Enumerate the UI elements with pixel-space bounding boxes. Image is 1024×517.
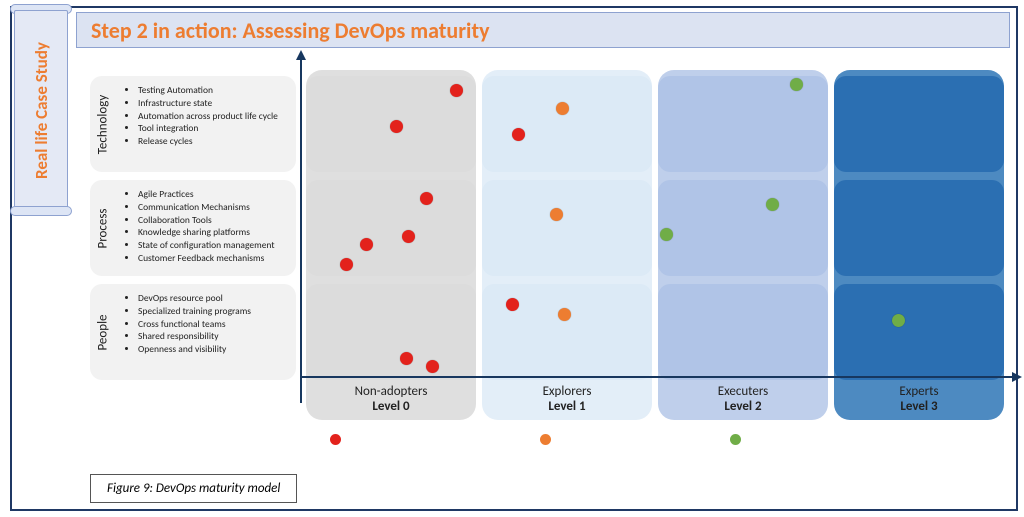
row-bullet: Agile Practices: [138, 188, 275, 201]
row-bullet: Infrastructure state: [138, 97, 278, 110]
row-bullet: Cross functional teams: [138, 318, 251, 331]
row-label: Process: [90, 180, 116, 276]
level-name: Non-adopters: [306, 384, 476, 399]
case-study-tab-text: Real life Case Study: [31, 42, 52, 179]
row-label: People: [90, 284, 116, 380]
level-label-l0: Non-adoptersLevel 0: [306, 384, 476, 414]
row-bullets: Testing AutomationInfrastructure stateAu…: [116, 76, 284, 172]
legend-dot: [730, 434, 741, 445]
row-bullet: Shared responsibility: [138, 330, 251, 343]
row-bullet: Openness and visibility: [138, 343, 251, 356]
row-label-text: Technology: [96, 94, 111, 154]
legend-dot: [540, 434, 551, 445]
page-title: Step 2 in action: Assessing DevOps matur…: [91, 17, 490, 44]
x-axis: [300, 376, 1014, 378]
row-bullet: DevOps resource pool: [138, 292, 251, 305]
data-point: [506, 298, 519, 311]
row-bullet: Automation across product life cycle: [138, 110, 278, 123]
row-card-technology: Technology Testing AutomationInfrastructu…: [90, 76, 296, 172]
data-point: [360, 238, 373, 251]
maturity-chart: Technology Testing AutomationInfrastructu…: [90, 58, 1010, 503]
row-bullet: Tool integration: [138, 122, 278, 135]
data-point: [340, 258, 353, 271]
level-number: Level 2: [658, 399, 828, 414]
data-point: [450, 84, 463, 97]
level-column-l2: [658, 70, 828, 420]
row-bullet: Testing Automation: [138, 84, 278, 97]
row-card-people: People DevOps resource poolSpecialized tr…: [90, 284, 296, 380]
level-column-l3: [834, 70, 1004, 420]
data-point: [892, 314, 905, 327]
level-name: Executers: [658, 384, 828, 399]
row-label-text: People: [96, 314, 111, 350]
data-point: [660, 228, 673, 241]
row-bullet: Customer Feedback mechanisms: [138, 252, 275, 265]
row-label-text: Process: [96, 208, 111, 248]
row-bullet: Specialized training programs: [138, 305, 251, 318]
data-point: [790, 78, 803, 91]
data-point: [766, 198, 779, 211]
level-name: Explorers: [482, 384, 652, 399]
data-point: [420, 192, 433, 205]
level-number: Level 0: [306, 399, 476, 414]
title-bar: Step 2 in action: Assessing DevOps matur…: [76, 12, 1010, 48]
level-label-l2: ExecutersLevel 2: [658, 384, 828, 414]
data-point: [550, 208, 563, 221]
row-bullet: Communication Mechanisms: [138, 201, 275, 214]
case-study-tab-label: Real life Case Study: [14, 10, 68, 210]
row-bullet: Collaboration Tools: [138, 214, 275, 227]
figure-caption: Figure 9: DevOps maturity model: [90, 474, 297, 503]
data-point: [556, 102, 569, 115]
data-point: [512, 128, 525, 141]
y-axis: [300, 58, 302, 403]
level-column-l1: [482, 70, 652, 420]
row-bullet: Knowledge sharing platforms: [138, 226, 275, 239]
data-point: [558, 308, 571, 321]
row-card-process: Process Agile PracticesCommunication Mech…: [90, 180, 296, 276]
level-number: Level 1: [482, 399, 652, 414]
level-name: Experts: [834, 384, 1004, 399]
data-point: [426, 360, 439, 373]
level-label-l3: ExpertsLevel 3: [834, 384, 1004, 414]
data-point: [400, 352, 413, 365]
row-bullet: Release cycles: [138, 135, 278, 148]
row-label: Technology: [90, 76, 116, 172]
legend-dot: [330, 434, 341, 445]
row-bullets: Agile PracticesCommunication MechanismsC…: [116, 180, 281, 276]
data-point: [390, 120, 403, 133]
data-point: [402, 230, 415, 243]
level-label-l1: ExplorersLevel 1: [482, 384, 652, 414]
row-bullets: DevOps resource poolSpecialized training…: [116, 284, 257, 380]
row-bullet: State of configuration management: [138, 239, 275, 252]
level-number: Level 3: [834, 399, 1004, 414]
